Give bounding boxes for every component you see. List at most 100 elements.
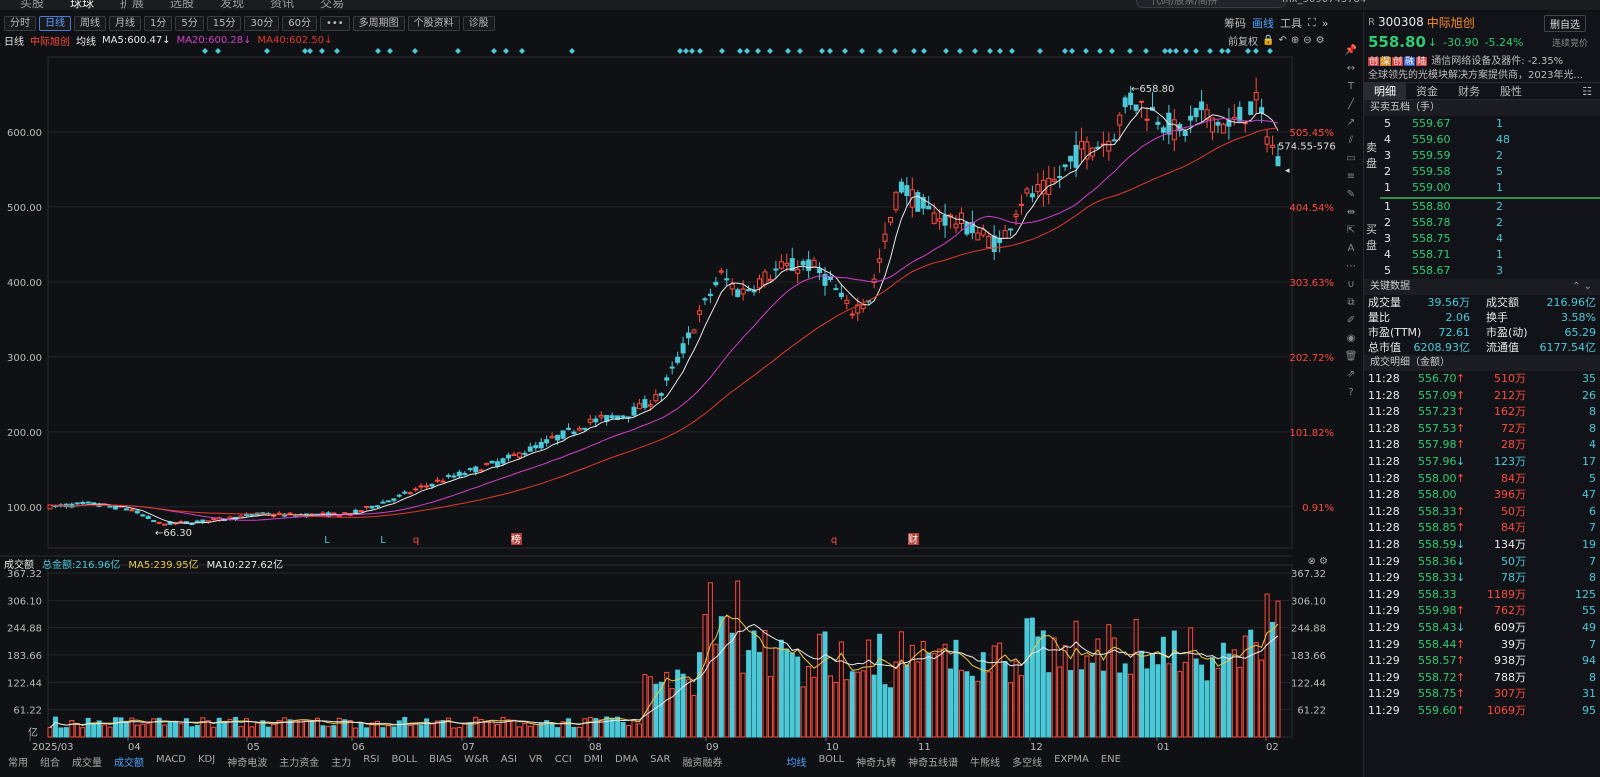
ray-icon[interactable]: ↗: [1346, 117, 1356, 128]
delete-icon[interactable]: 🗑: [1344, 351, 1358, 362]
fullscreen-icon[interactable]: ⛶: [1308, 16, 1316, 29]
nav-item[interactable]: 选股: [170, 0, 195, 10]
nav-item[interactable]: 买股: [20, 0, 45, 10]
line-icon[interactable]: ╱: [1347, 99, 1355, 110]
bid-row[interactable]: 5 558.67 3: [1364, 263, 1600, 279]
user-name[interactable]: mx_5090743784: [1282, 0, 1366, 5]
overlay-tab[interactable]: 多空线: [1012, 758, 1043, 769]
copy-icon[interactable]: ⧉: [1347, 297, 1355, 308]
indicator-tab[interactable]: 主力资金: [279, 758, 320, 769]
tab-finance[interactable]: 财务: [1458, 85, 1480, 98]
indicator-tab[interactable]: MACD: [156, 754, 186, 765]
panel-layout-icon[interactable]: ☷: [1582, 85, 1592, 98]
chips-button[interactable]: 筹码: [1224, 17, 1246, 30]
indicator-tab[interactable]: ASI: [500, 754, 517, 765]
period-button[interactable]: •••: [319, 15, 350, 31]
period-button[interactable]: 60分: [282, 15, 317, 31]
period-button[interactable]: 30分: [244, 15, 280, 31]
period-button[interactable]: 分时: [4, 15, 36, 31]
indicator-tab[interactable]: BIAS: [429, 754, 453, 765]
period-button[interactable]: 月线: [109, 15, 141, 31]
ask-row[interactable]: 4 559.60 48: [1364, 132, 1600, 148]
period-button[interactable]: 多周期图: [352, 15, 405, 31]
zoom-in-icon[interactable]: ⊕: [1290, 35, 1300, 46]
parallel-icon[interactable]: ⫽: [1348, 135, 1354, 146]
indicator-tab[interactable]: 主力: [331, 758, 352, 769]
keydata-collapse-icon[interactable]: ⌃ ⌄: [1572, 281, 1592, 292]
bid-row[interactable]: 4 558.71 1: [1364, 247, 1600, 263]
adjust-select[interactable]: 前复权: [1228, 37, 1258, 48]
tools-button[interactable]: 工具: [1280, 17, 1302, 30]
tab-detail[interactable]: 明细: [1364, 83, 1406, 99]
indicator-tab[interactable]: VR: [528, 754, 543, 765]
help-icon[interactable]: ?: [1348, 387, 1354, 398]
indicator-tab[interactable]: BOLL: [391, 754, 418, 765]
collapse-icon[interactable]: »: [1321, 16, 1329, 30]
period-button[interactable]: 5分: [175, 15, 204, 31]
ask-row[interactable]: 3 559.59 2: [1364, 148, 1600, 164]
overlay-tab[interactable]: 神奇五线谱: [908, 758, 959, 769]
period-button[interactable]: 日线: [39, 15, 71, 31]
overlay-tab[interactable]: 神奇九转: [856, 758, 897, 769]
eye-icon[interactable]: ◉: [1346, 333, 1356, 344]
indicator-tab[interactable]: KDJ: [197, 754, 216, 765]
pin-icon[interactable]: 📌: [1344, 45, 1358, 56]
period-button[interactable]: 15分: [206, 15, 242, 31]
nav-item[interactable]: 交易: [320, 0, 345, 10]
remove-favorite-button[interactable]: 删自选: [1544, 15, 1586, 32]
period-button[interactable]: 周线: [74, 15, 106, 31]
brush-icon[interactable]: ✎: [1346, 189, 1356, 200]
overlay-tab[interactable]: BOLL: [818, 754, 845, 765]
draw-line-button[interactable]: 画线: [1252, 17, 1274, 30]
period-button[interactable]: 个股资料: [407, 15, 460, 31]
indicator-tab[interactable]: 神奇电波: [227, 758, 268, 769]
tab-funds[interactable]: 资金: [1416, 85, 1438, 98]
nav-item[interactable]: 发现: [220, 0, 245, 10]
bid-row[interactable]: 3 558.75 4: [1364, 231, 1600, 247]
stock-description[interactable]: 全球领先的光模块解决方案提供商，2023年光...: [1368, 70, 1583, 80]
nav-item[interactable]: 扩展: [120, 0, 145, 10]
indicator-tab[interactable]: 融资融券: [682, 758, 723, 769]
indicator-tab[interactable]: DMI: [583, 754, 603, 765]
more-icon[interactable]: ⋯: [1346, 261, 1356, 272]
arrow-icon[interactable]: ⇱: [1346, 225, 1356, 236]
legend-avg[interactable]: 均线: [76, 36, 96, 48]
ask-row[interactable]: 2 559.58 5: [1364, 164, 1600, 180]
indicator-tab[interactable]: RSI: [363, 754, 380, 765]
period-button[interactable]: 诊股: [462, 15, 495, 31]
indicator-tab[interactable]: CCI: [554, 754, 572, 765]
indicator-tab[interactable]: DMA: [614, 754, 639, 765]
settings-icon[interactable]: ⚙: [1315, 35, 1325, 46]
share-icon[interactable]: ⇗: [1346, 369, 1356, 380]
cursor-icon[interactable]: ↔: [1346, 63, 1356, 74]
indicator-tab[interactable]: 组合: [40, 758, 60, 769]
ask-row[interactable]: 5 559.67 1: [1364, 116, 1600, 132]
search-input[interactable]: 代码/股票/简拼: [1136, 0, 1286, 8]
overlay-tab[interactable]: ENE: [1100, 754, 1121, 765]
sector-info[interactable]: 通信网络设备及器件: -2.35%: [1431, 56, 1564, 66]
magnet-icon[interactable]: ∪: [1347, 279, 1355, 290]
indicator-tab[interactable]: 成交量: [72, 758, 102, 769]
indicator-tab[interactable]: SAR: [650, 754, 671, 765]
indicator-tab[interactable]: 成交额: [114, 758, 144, 769]
fib-icon[interactable]: ≡: [1346, 171, 1356, 182]
overlay-tab[interactable]: EXPMA: [1054, 754, 1089, 765]
lock-icon[interactable]: 🔒: [1262, 35, 1275, 46]
bid-row[interactable]: 1 558.80 2: [1364, 199, 1600, 215]
volume-indicator-select[interactable]: 成交额: [4, 560, 34, 571]
rect-icon[interactable]: ▭: [1346, 153, 1356, 164]
measure-icon[interactable]: ⇹: [1346, 207, 1356, 218]
overlay-tab[interactable]: 均线: [786, 758, 807, 769]
period-button[interactable]: 1分: [144, 15, 173, 31]
bid-row[interactable]: 2 558.78 2: [1364, 215, 1600, 231]
tab-stock-nature[interactable]: 股性: [1500, 85, 1522, 98]
undo-icon[interactable]: ↶: [1278, 35, 1287, 46]
ask-row[interactable]: 1 559.00 1: [1364, 180, 1600, 196]
nav-item[interactable]: 资讯: [270, 0, 295, 10]
overlay-tab[interactable]: 牛熊线: [970, 758, 1001, 769]
edit-icon[interactable]: ✐: [1346, 315, 1356, 326]
indicator-tab[interactable]: 常用: [8, 758, 28, 769]
label-icon[interactable]: A: [1347, 243, 1355, 254]
indicator-tab[interactable]: W&R: [464, 754, 489, 765]
